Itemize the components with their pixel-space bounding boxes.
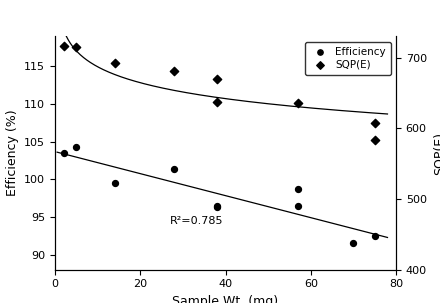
- Y-axis label: SQP(E): SQP(E): [433, 132, 440, 175]
- SQP(E): [213, 77, 220, 82]
- Efficiency: [350, 241, 357, 246]
- Text: R²=0.785: R²=0.785: [170, 216, 224, 226]
- Efficiency: [294, 203, 301, 208]
- Efficiency: [213, 205, 220, 210]
- SQP(E): [371, 137, 378, 142]
- Efficiency: [213, 203, 220, 208]
- Efficiency: [60, 151, 67, 155]
- SQP(E): [60, 44, 67, 49]
- Efficiency: [371, 233, 378, 238]
- Efficiency: [73, 145, 80, 149]
- SQP(E): [171, 68, 178, 73]
- X-axis label: Sample Wt. (mg): Sample Wt. (mg): [172, 295, 279, 303]
- Efficiency: [171, 166, 178, 171]
- SQP(E): [111, 60, 118, 65]
- SQP(E): [294, 100, 301, 105]
- Efficiency: [294, 187, 301, 191]
- Efficiency: [111, 181, 118, 185]
- SQP(E): [73, 45, 80, 49]
- Legend: Efficiency, SQP(E): Efficiency, SQP(E): [305, 42, 391, 75]
- SQP(E): [213, 100, 220, 105]
- Y-axis label: Efficiency (%): Efficiency (%): [6, 110, 19, 196]
- SQP(E): [371, 120, 378, 125]
